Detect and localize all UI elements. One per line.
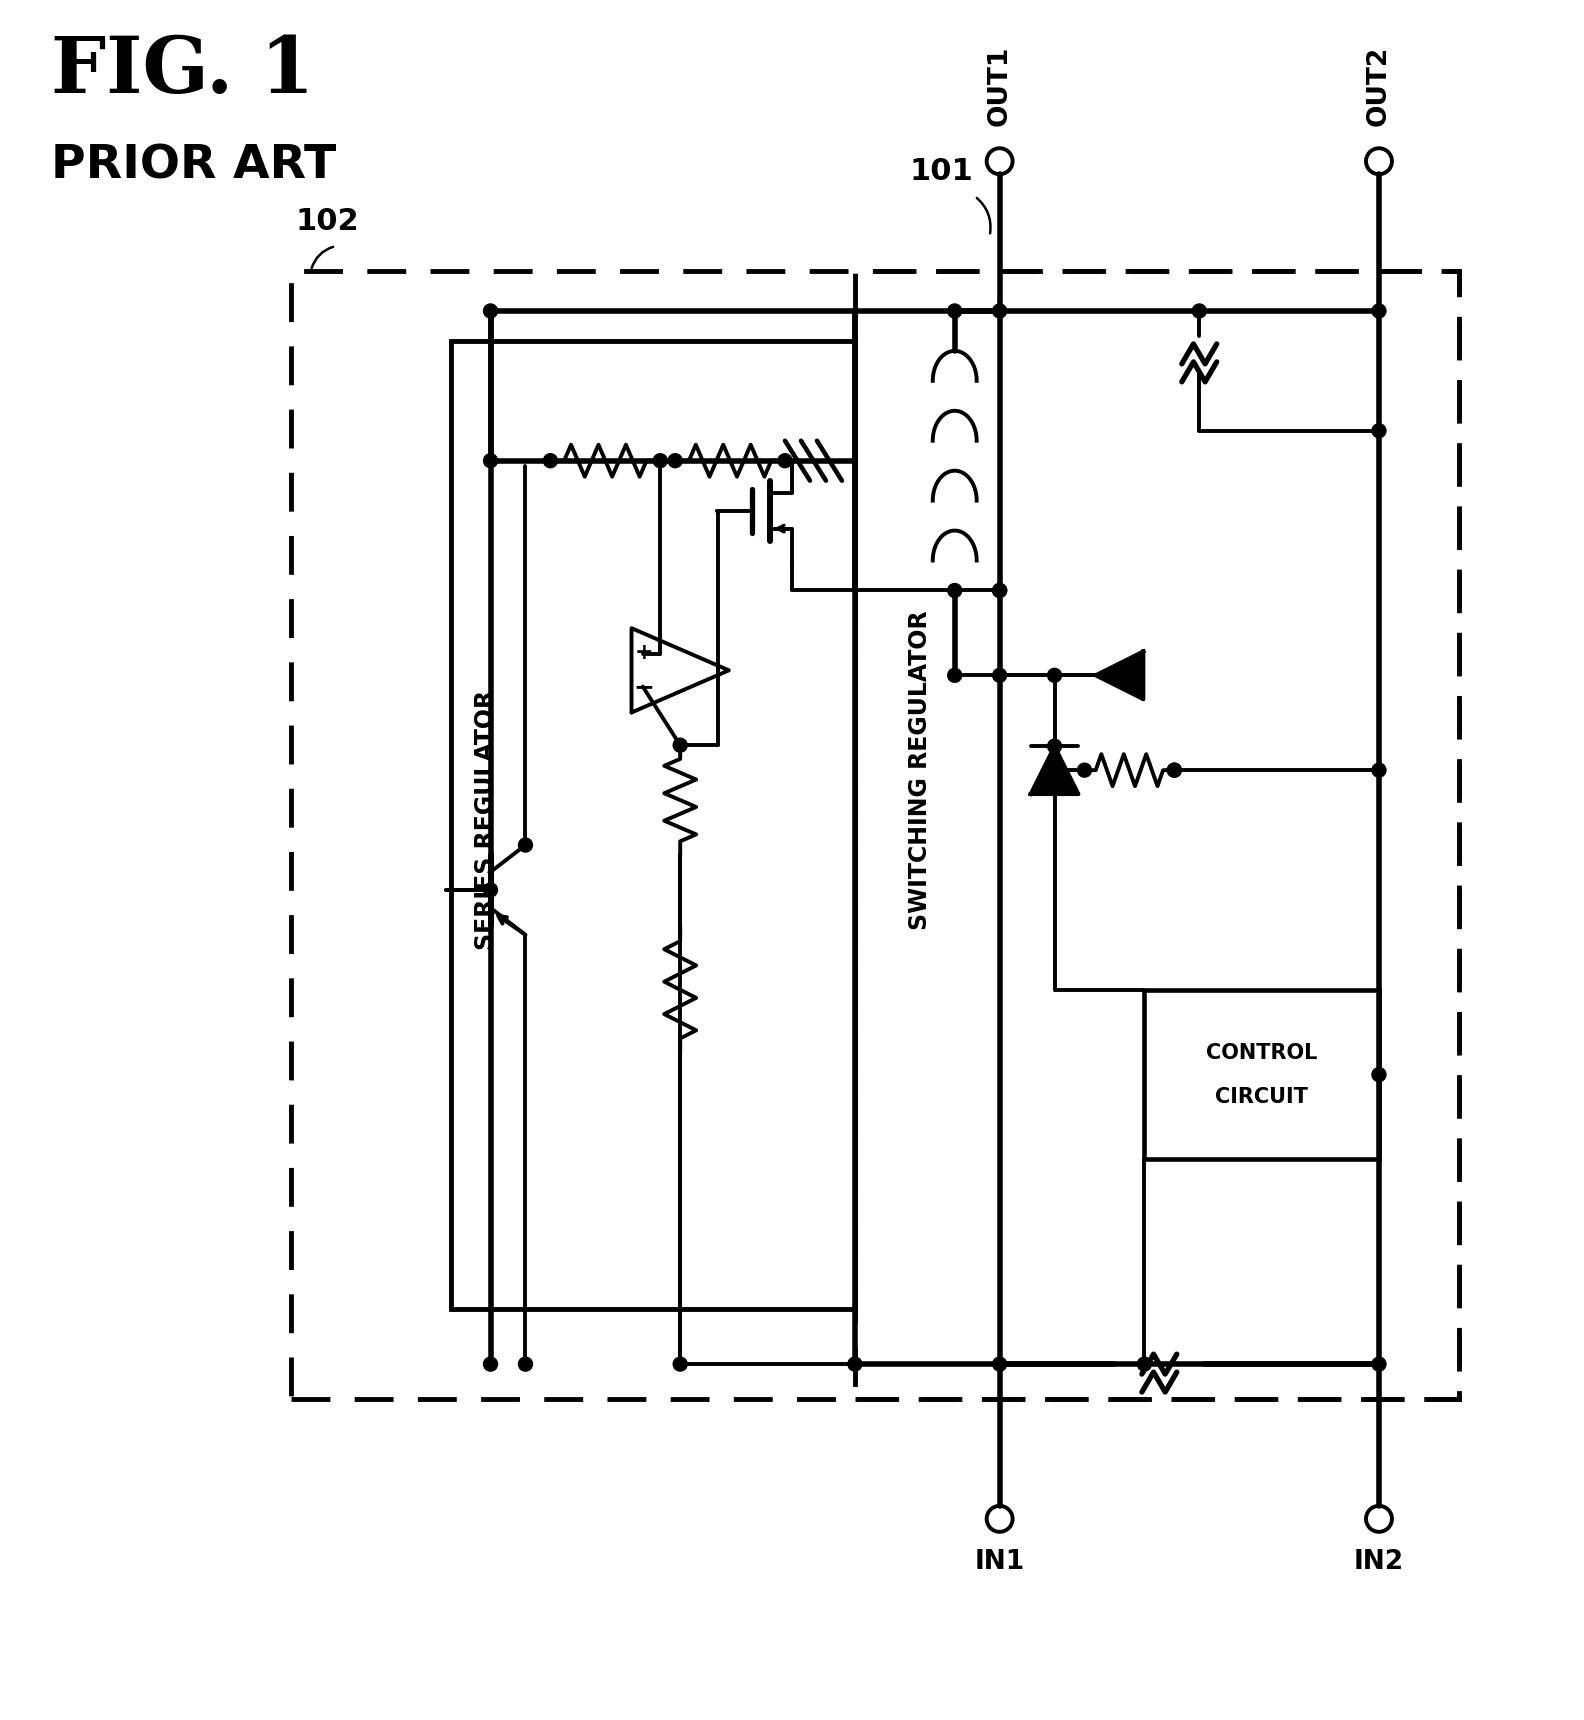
Circle shape <box>993 669 1006 683</box>
Circle shape <box>1137 1357 1152 1371</box>
FancyArrowPatch shape <box>312 248 333 268</box>
Circle shape <box>483 1357 497 1371</box>
Circle shape <box>993 583 1006 597</box>
Circle shape <box>653 454 667 468</box>
Bar <box>855 272 1459 1398</box>
Text: CONTROL: CONTROL <box>1205 1042 1318 1063</box>
Text: OUT1: OUT1 <box>987 46 1012 126</box>
Circle shape <box>1047 669 1061 683</box>
Circle shape <box>947 304 961 318</box>
Circle shape <box>947 669 961 683</box>
Circle shape <box>518 838 532 851</box>
Text: IN1: IN1 <box>974 1548 1025 1576</box>
Circle shape <box>1167 764 1182 777</box>
Bar <box>291 272 1459 1398</box>
Text: OUT2: OUT2 <box>1365 46 1392 126</box>
Text: FIG. 1: FIG. 1 <box>51 33 315 110</box>
Text: SERIES REGULATOR: SERIES REGULATOR <box>474 690 497 949</box>
Circle shape <box>483 304 497 318</box>
Circle shape <box>847 1357 862 1371</box>
Text: SWITCHING REGULATOR: SWITCHING REGULATOR <box>908 611 931 931</box>
Circle shape <box>993 1357 1006 1371</box>
Text: 101: 101 <box>909 157 974 186</box>
Circle shape <box>543 454 558 468</box>
Text: CIRCUIT: CIRCUIT <box>1215 1087 1308 1106</box>
Circle shape <box>1372 1068 1386 1082</box>
Text: 102: 102 <box>296 206 360 236</box>
Circle shape <box>1047 764 1061 777</box>
Circle shape <box>673 738 687 752</box>
Text: IN2: IN2 <box>1354 1548 1403 1576</box>
Circle shape <box>483 882 497 896</box>
Circle shape <box>518 1357 532 1371</box>
FancyArrowPatch shape <box>977 198 990 234</box>
Circle shape <box>993 304 1006 318</box>
Circle shape <box>1372 764 1386 777</box>
Circle shape <box>1372 304 1386 318</box>
Circle shape <box>1372 423 1386 439</box>
Circle shape <box>947 583 961 597</box>
Text: PRIOR ART: PRIOR ART <box>51 144 336 189</box>
Text: −: − <box>634 676 654 700</box>
Circle shape <box>778 454 792 468</box>
Bar <box>450 341 855 1309</box>
Circle shape <box>673 1357 687 1371</box>
Circle shape <box>668 454 683 468</box>
Circle shape <box>1047 740 1061 753</box>
Circle shape <box>483 454 497 468</box>
Circle shape <box>1077 764 1091 777</box>
Polygon shape <box>1096 652 1144 700</box>
Polygon shape <box>1031 746 1079 795</box>
Circle shape <box>1167 764 1182 777</box>
Circle shape <box>993 583 1006 597</box>
Bar <box>1144 989 1380 1159</box>
Circle shape <box>1372 1357 1386 1371</box>
Text: +: + <box>634 643 653 664</box>
Circle shape <box>1193 304 1207 318</box>
